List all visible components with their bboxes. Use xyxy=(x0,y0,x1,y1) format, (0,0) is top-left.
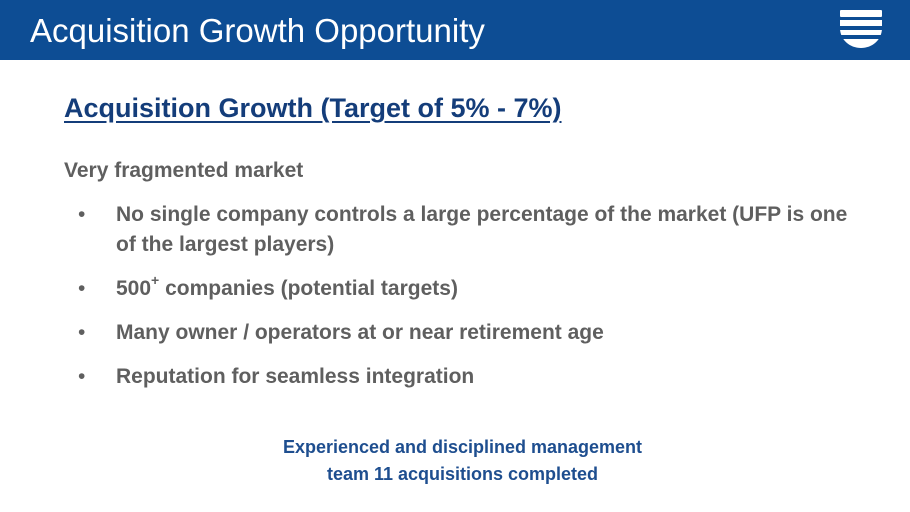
callout-line-1: Experienced and disciplined management xyxy=(282,437,643,457)
bullet-marker: • xyxy=(78,203,86,226)
bullet-text: Many owner / operators at or near retire… xyxy=(116,321,604,344)
section-heading: Acquisition Growth (Target of 5% - 7%) xyxy=(64,93,562,123)
bullet-item: • Reputation for seamless integration xyxy=(78,362,868,392)
bullet-text-rest: companies (potential targets) xyxy=(159,277,458,300)
bullet-text: Reputation for seamless integration xyxy=(116,365,475,388)
bullet-list: • No single company controls a large per… xyxy=(78,200,868,392)
slide-title: Acquisition Growth Opportunity xyxy=(30,12,485,49)
bullet-item: • 500+ companies (potential targets) xyxy=(78,272,868,304)
bullet-marker: • xyxy=(78,365,86,388)
bullet-marker: • xyxy=(78,277,86,300)
callout-text: Experienced and disciplined management t… xyxy=(180,434,745,488)
bullet-superscript: + xyxy=(151,272,160,288)
bullet-marker: • xyxy=(78,321,86,344)
ufp-logo-icon xyxy=(838,10,884,48)
bullet-item: • Many owner / operators at or near reti… xyxy=(78,318,868,348)
intro-text: Very fragmented market xyxy=(64,159,304,182)
callout-line-2: team 11 acquisitions completed xyxy=(326,464,599,484)
bullet-item: • No single company controls a large per… xyxy=(78,200,868,260)
bullet-text-number: 500 xyxy=(116,277,152,300)
bullet-text: No single company controls a large perce… xyxy=(116,203,848,256)
title-bar: Acquisition Growth Opportunity xyxy=(0,0,910,60)
